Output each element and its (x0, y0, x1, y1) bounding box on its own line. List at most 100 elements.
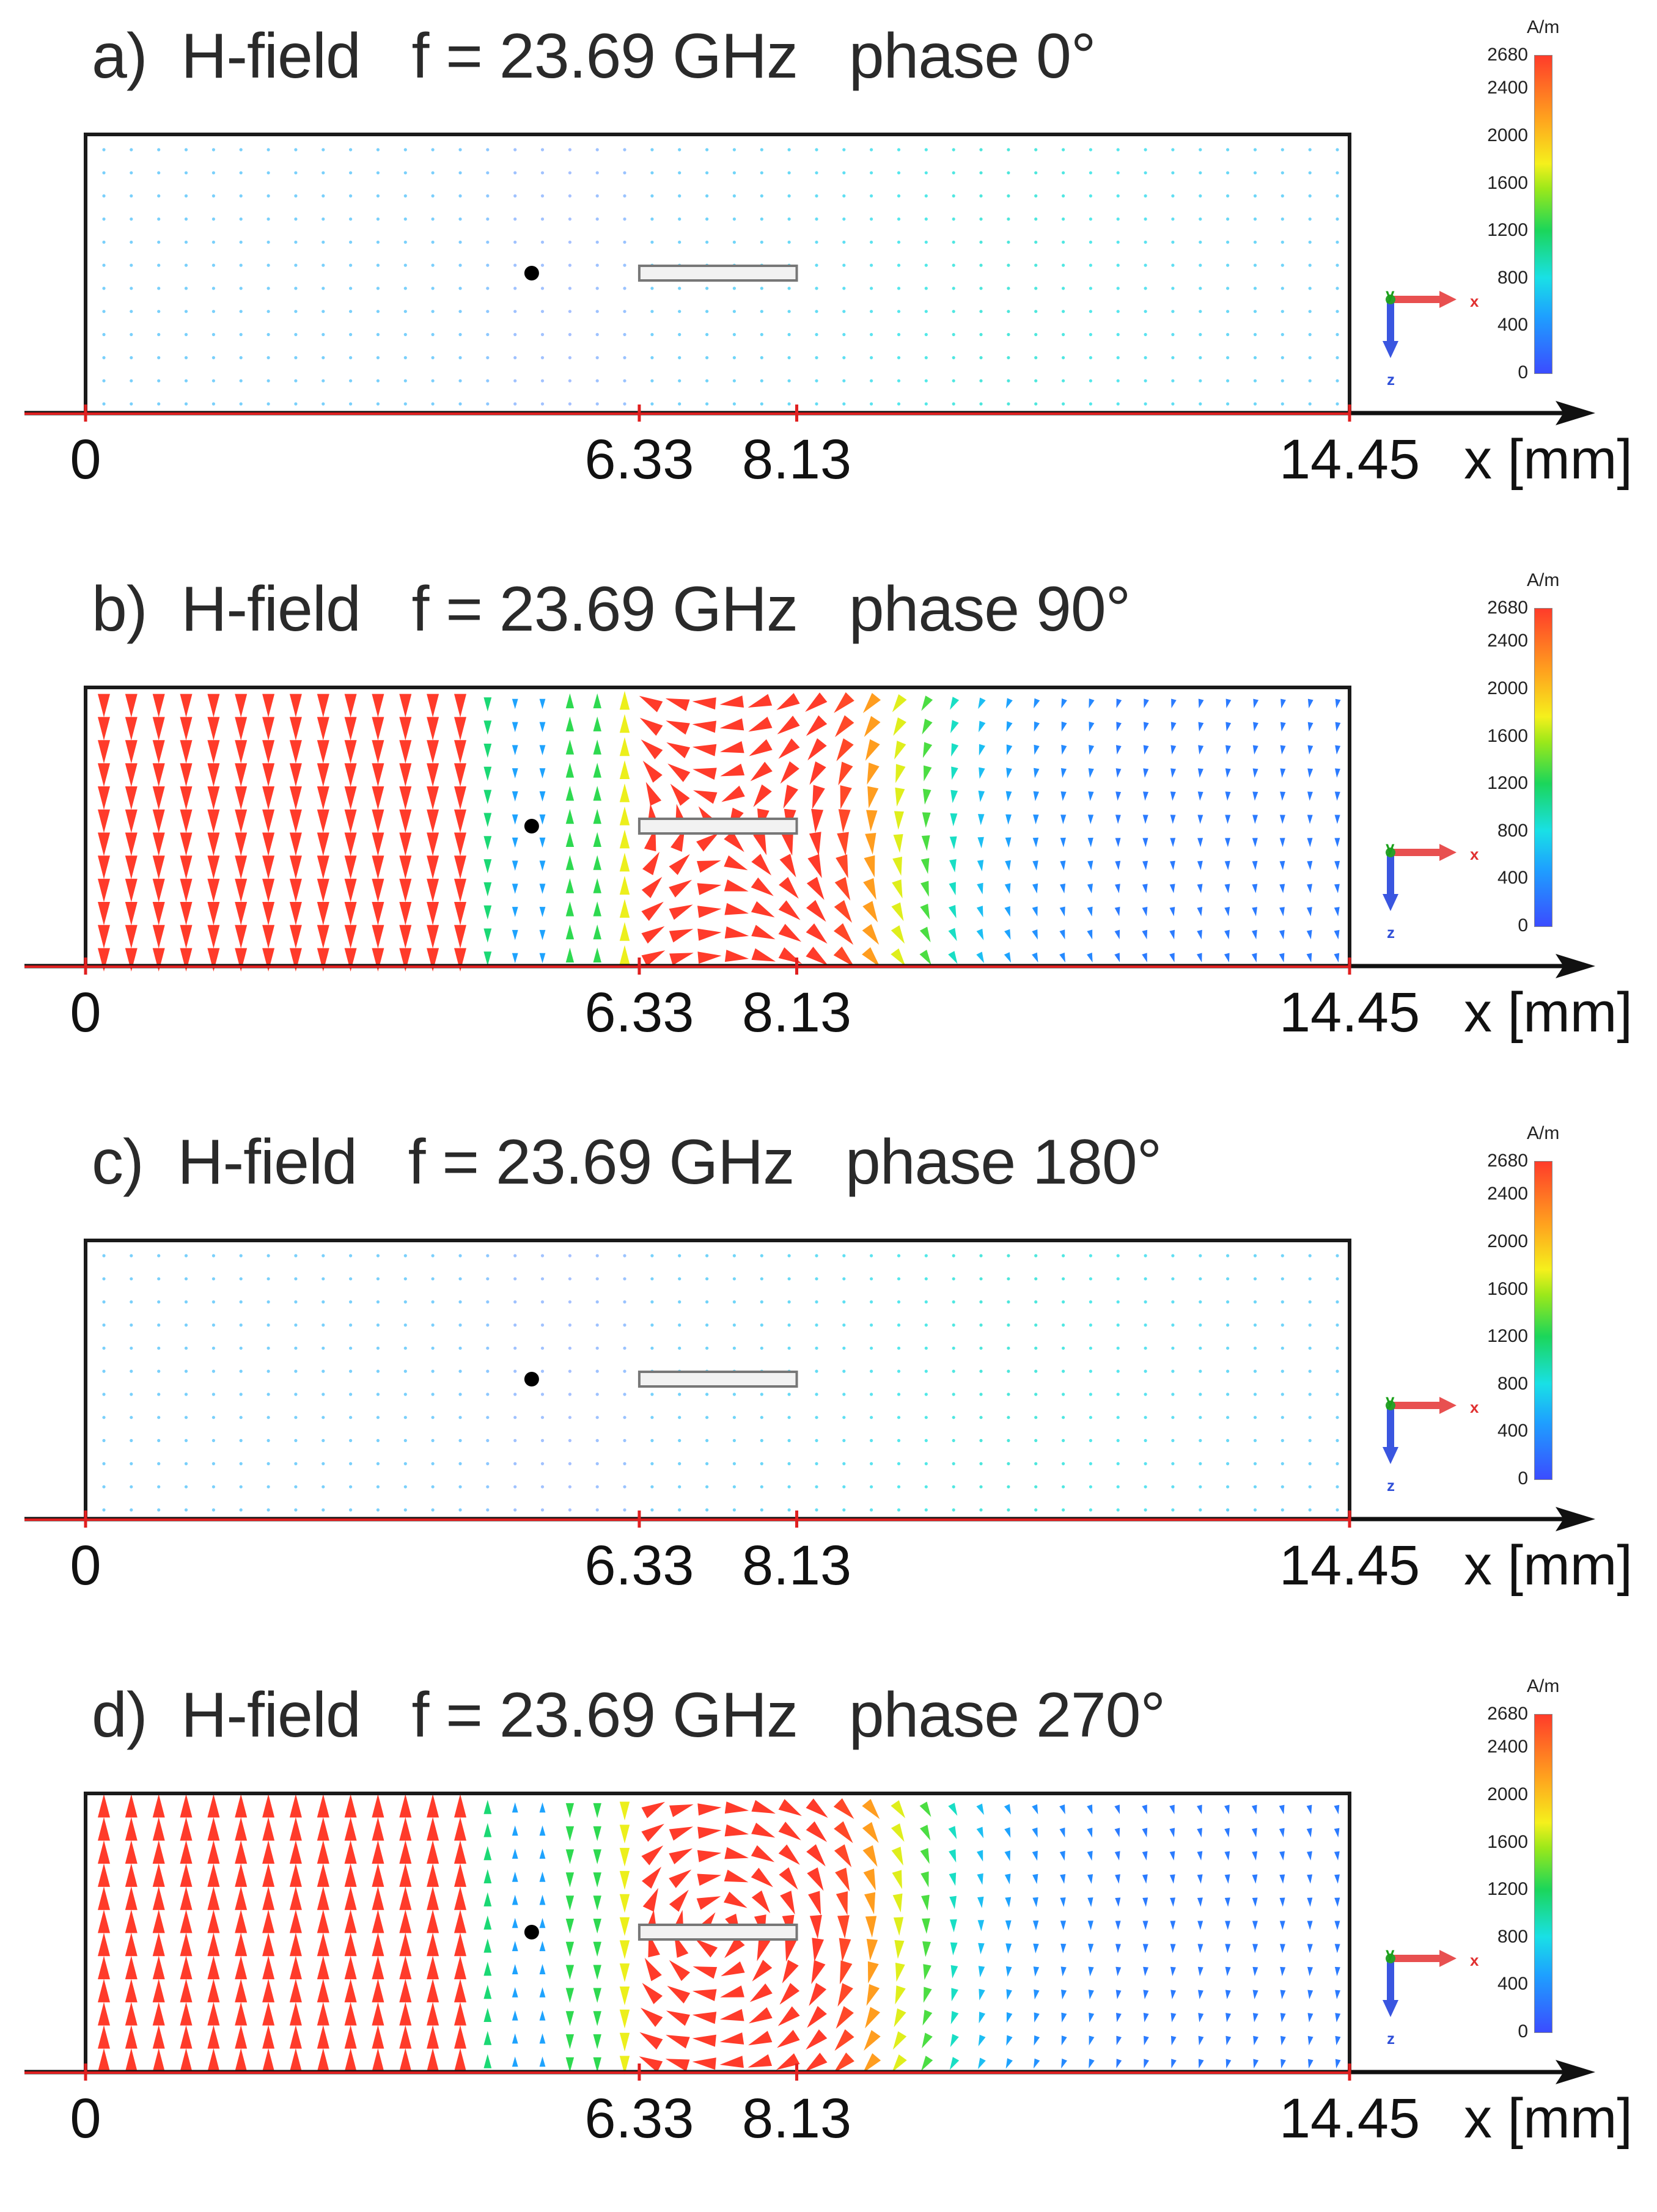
field-vector (454, 925, 466, 949)
field-vector (623, 356, 626, 360)
field-vector (130, 379, 133, 383)
field-vector (1061, 1990, 1067, 2000)
field-vector (1336, 1438, 1339, 1443)
field-vector (372, 2002, 384, 2026)
field-vector (1007, 1300, 1010, 1304)
field-vector (102, 1369, 106, 1373)
field-plot (24, 1239, 1595, 1531)
field-vector (399, 1817, 412, 1841)
field-vector (403, 263, 407, 267)
field-vector (815, 1416, 818, 1419)
field-vector (1171, 1462, 1175, 1465)
field-vector (1253, 698, 1259, 708)
field-vector (211, 1416, 215, 1419)
colorbar (1534, 608, 1552, 927)
field-vector (1116, 1369, 1120, 1373)
field-vector (1252, 1851, 1258, 1861)
field-vector (157, 1508, 161, 1512)
field-vector (427, 1979, 439, 2002)
field-vector (130, 263, 133, 267)
field-vector (349, 1393, 353, 1396)
x-axis-label: x [mm] (1464, 2087, 1633, 2150)
field-vector (427, 879, 439, 903)
field-vector (376, 402, 380, 406)
field-vector (863, 1869, 876, 1891)
field-vector (152, 1955, 165, 1980)
x-axis-arrowhead (1556, 954, 1595, 978)
field-vector (321, 263, 325, 267)
field-vector (834, 900, 852, 923)
field-vector (486, 1438, 490, 1443)
field-vector (458, 356, 462, 360)
field-vector (180, 740, 193, 764)
field-vector (294, 1277, 298, 1281)
field-vector (924, 1462, 928, 1465)
field-vector (1336, 171, 1339, 175)
field-vector (924, 1277, 928, 1281)
field-vector (705, 1277, 709, 1281)
field-vector (1226, 1508, 1230, 1512)
field-vector (157, 194, 161, 198)
field-vector (376, 1346, 380, 1350)
field-vector (207, 855, 220, 879)
field-vector (458, 263, 462, 267)
field-vector (1224, 953, 1230, 962)
field-vector (705, 148, 709, 152)
field-vector (924, 240, 928, 244)
field-vector (403, 1462, 407, 1465)
field-vector (130, 1508, 133, 1512)
field-vector (376, 194, 380, 198)
field-vector (669, 929, 694, 943)
field-vector (724, 830, 744, 852)
field-vector (262, 809, 275, 833)
field-vector (349, 1438, 353, 1443)
field-vector (748, 694, 773, 708)
field-vector (1280, 263, 1284, 267)
field-vector (678, 240, 682, 244)
field-vector (666, 720, 690, 735)
field-vector (1279, 815, 1285, 824)
field-vector (787, 217, 791, 221)
field-vector (376, 1254, 380, 1258)
field-vector (865, 1916, 877, 1938)
field-vector (752, 1960, 773, 1982)
field-vector (1253, 1508, 1257, 1512)
field-vector (834, 1844, 852, 1867)
field-vector (1225, 1990, 1231, 1999)
field-vector (294, 1485, 298, 1489)
field-vector (98, 786, 110, 810)
field-vector (98, 2048, 110, 2072)
field-vector (1115, 860, 1121, 870)
field-vector (593, 855, 601, 870)
field-vector (979, 310, 983, 313)
field-vector (1307, 1944, 1313, 1954)
field-vector (897, 1416, 901, 1419)
triad-y-label: y (1386, 1391, 1395, 1409)
field-vector (705, 1485, 709, 1489)
field-vector (779, 1983, 800, 2005)
field-vector (372, 1794, 384, 1818)
microstrip-conductor (637, 1924, 798, 1941)
field-vector (568, 379, 572, 383)
field-vector (539, 722, 546, 733)
field-vector (1334, 1944, 1340, 1954)
field-vector (1142, 1944, 1148, 1954)
field-vector (1335, 698, 1341, 709)
field-vector (893, 834, 903, 853)
field-vector (1334, 884, 1340, 893)
field-vector (294, 379, 298, 383)
field-vector (696, 1896, 721, 1910)
field-vector (1089, 745, 1095, 755)
colorbar-tick-label: 2000 (1487, 1231, 1528, 1251)
field-vector (834, 877, 851, 901)
field-vector (512, 1802, 518, 1813)
field-vector (1005, 2058, 1013, 2069)
field-vector (1144, 1485, 1147, 1489)
field-vector (1253, 171, 1257, 175)
field-vector (1060, 791, 1067, 801)
field-vector (837, 832, 849, 856)
field-vector (486, 1369, 490, 1373)
field-vector (1224, 1828, 1230, 1837)
field-vector (1087, 837, 1093, 848)
field-vector (539, 791, 546, 802)
